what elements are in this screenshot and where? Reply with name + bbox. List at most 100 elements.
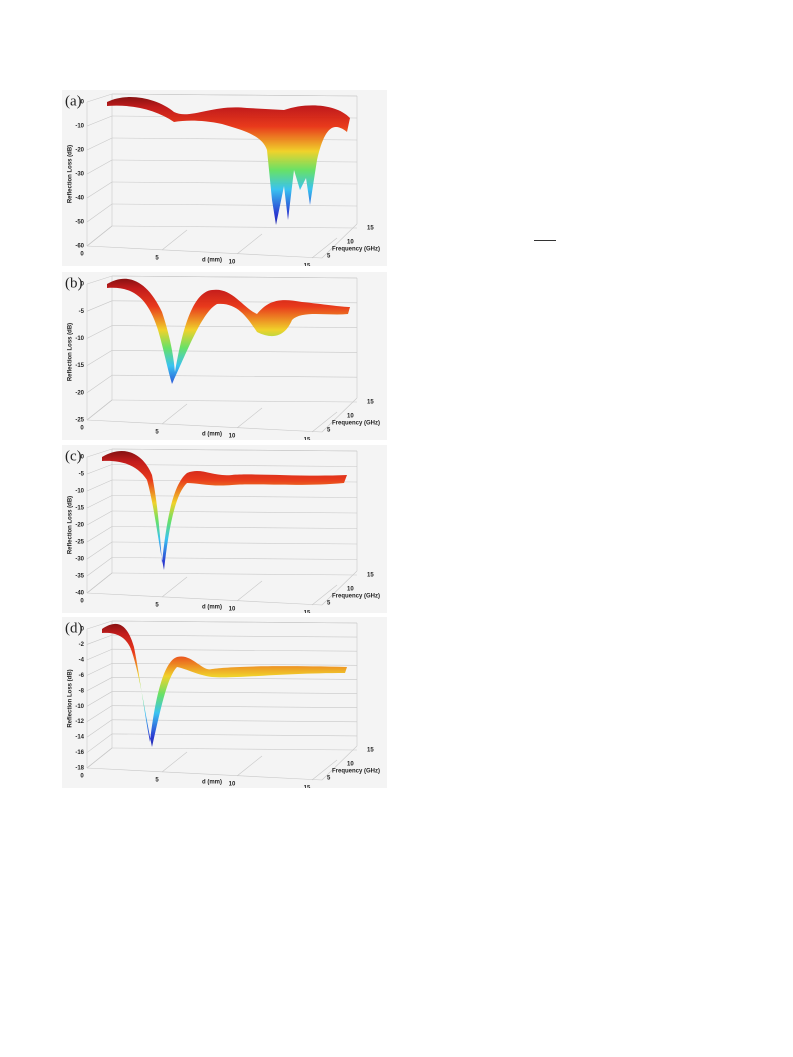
grid-line [111, 93, 358, 97]
z-tick-label: -10 [75, 704, 84, 710]
z-tick-label: -20 [75, 390, 84, 396]
z-tick-label: 0 [81, 282, 85, 288]
grid-line [86, 374, 113, 394]
grid-line [111, 448, 358, 452]
z-tick-label: 0 [81, 455, 85, 461]
x-tick-label: 5 [155, 256, 159, 262]
grid-line [86, 747, 113, 769]
z-tick-label: -35 [75, 574, 84, 580]
grid-line [311, 584, 338, 606]
grid-line [86, 541, 113, 560]
grid-line [111, 705, 358, 708]
grid-line [111, 663, 358, 666]
grid-line [111, 464, 358, 467]
x-tick-label: 15 [304, 438, 311, 440]
grid-line [111, 677, 358, 680]
grid-line [111, 325, 358, 328]
figure-panel: 0 -5 -10 -15 -20 -25 0 5 10 15 5 10 15 d (mm) Frequenc… [62, 272, 387, 440]
grid-line [111, 225, 358, 229]
y-tick-label: 5 [327, 254, 331, 260]
x-tick-label: 15 [304, 611, 311, 613]
grid-line [86, 93, 113, 103]
x-axis-label: d (mm) [202, 432, 222, 438]
figure-panel: 0 -2 -4 -6 -8 -10 -12 -14 -16 -18 0 5 10 15 5 10 15 d (mm… [62, 617, 387, 788]
panel-label: (a) [65, 93, 82, 109]
z-tick-label: -40 [75, 196, 84, 202]
grid-line [311, 759, 338, 781]
grid-line [86, 225, 113, 247]
axis-line [321, 570, 358, 606]
grid-line [86, 691, 113, 707]
axis-line [321, 397, 358, 433]
z-tick-label: -6 [79, 673, 85, 679]
grid-line [86, 648, 113, 661]
grid-line [111, 541, 358, 545]
grid-line [111, 275, 358, 279]
panel-label: (c) [65, 448, 82, 464]
grid-line [111, 526, 358, 529]
grid-line [111, 557, 358, 560]
grid-line [86, 159, 113, 175]
z-tick-label: -10 [75, 489, 84, 495]
x-tick-label: 5 [155, 430, 159, 436]
z-tick-label: -15 [75, 506, 84, 512]
y-tick-label: 15 [367, 400, 374, 406]
x-tick-label: 0 [80, 426, 84, 432]
grid-line [86, 495, 113, 509]
z-tick-label: -20 [75, 148, 84, 154]
figure-panel: 0 -10 -20 -30 -40 -50 -60 0 5 10 15 5 10 15 d (mm) Freq… [62, 90, 387, 266]
axis-line [321, 223, 358, 259]
y-tick-label: 5 [327, 428, 331, 434]
z-tick-label: -30 [75, 557, 84, 563]
grid-line [86, 181, 113, 199]
z-tick-label: -15 [75, 363, 84, 369]
grid-line [86, 350, 113, 366]
y-axis-label: Frequency (GHz) [332, 421, 380, 427]
grid-line [86, 733, 113, 753]
grid-line [86, 705, 113, 722]
x-tick-label: 10 [229, 260, 236, 266]
x-tick-label: 10 [229, 782, 236, 788]
grid-line [86, 663, 113, 676]
z-tick-label: -10 [75, 124, 84, 130]
z-axis-label: Reflection Loss (dB) [68, 496, 74, 554]
grid-line [86, 677, 113, 692]
z-tick-label: -20 [75, 523, 84, 529]
figure-panel: 0 -5 -10 -15 -20 -25 -30 -35 -40 0 5 10 15 5 10 15 d (mm… [62, 445, 387, 613]
y-tick-label: 15 [367, 748, 374, 754]
mark-line [534, 240, 556, 241]
grid-line [236, 407, 263, 429]
grid-line [86, 203, 113, 223]
grid-line [86, 510, 113, 526]
x-tick-label: 5 [155, 778, 159, 784]
z-axis-label: Reflection Loss (dB) [68, 323, 74, 381]
grid-line [311, 237, 338, 259]
y-tick-label: 5 [327, 776, 331, 782]
grid-line [111, 399, 358, 403]
grid-line [111, 159, 358, 163]
z-tick-label: -4 [79, 657, 85, 663]
y-axis-label: Frequency (GHz) [332, 247, 380, 253]
y-axis-label: Frequency (GHz) [332, 594, 380, 600]
grid-line [86, 479, 113, 492]
grid-line [86, 464, 113, 475]
x-tick-label: 0 [80, 252, 84, 258]
grid-line [111, 203, 358, 207]
z-tick-label: -30 [75, 172, 84, 178]
grid-line [111, 572, 358, 576]
surface [102, 451, 347, 570]
grid-line [86, 719, 113, 738]
grid-line [86, 275, 113, 285]
grid-line [111, 691, 358, 694]
x-tick-label: 0 [80, 599, 84, 605]
grid-line [111, 634, 358, 638]
grid-line [86, 620, 113, 630]
grid-line [86, 115, 113, 127]
x-axis-label: d (mm) [202, 258, 222, 264]
axis-line [86, 245, 323, 259]
x-tick-label: 10 [229, 607, 236, 613]
grid-line [161, 403, 188, 425]
z-axis-label: Reflection Loss (dB) [68, 669, 74, 727]
x-tick-label: 15 [304, 264, 311, 266]
